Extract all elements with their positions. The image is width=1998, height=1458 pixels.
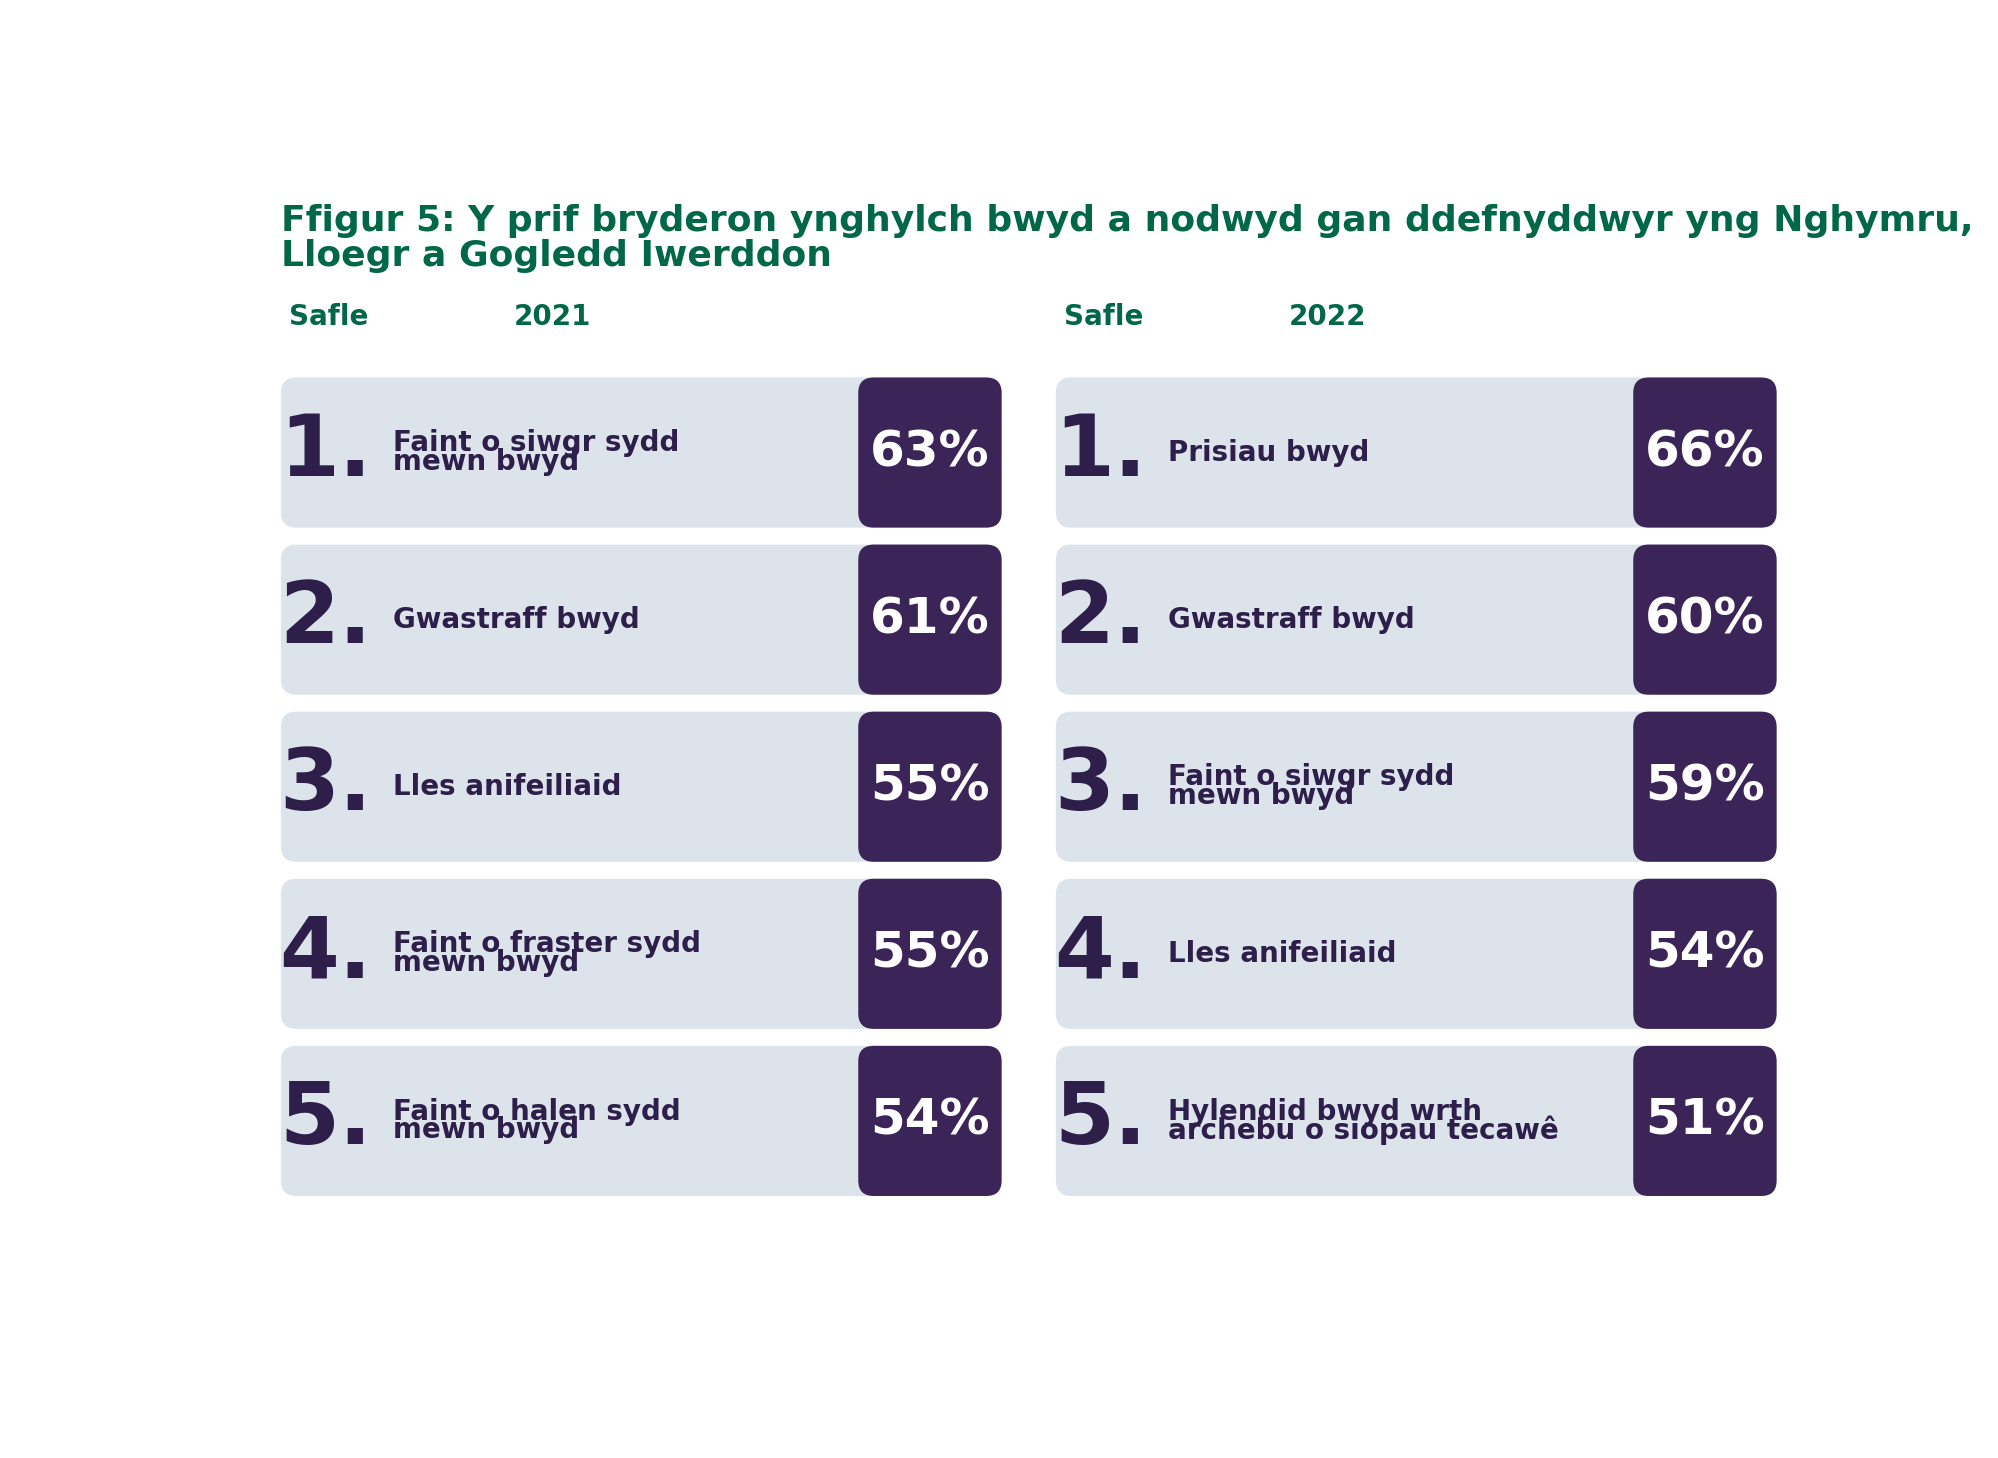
Text: 63%: 63% xyxy=(869,429,989,477)
Text: Gwastraff bwyd: Gwastraff bwyd xyxy=(394,605,639,634)
Text: 2.: 2. xyxy=(280,579,372,660)
Text: 3.: 3. xyxy=(280,745,372,828)
FancyBboxPatch shape xyxy=(857,879,1001,1029)
Text: 5.: 5. xyxy=(280,1079,372,1162)
Text: Safle: Safle xyxy=(1063,303,1143,331)
Text: mewn bwyd: mewn bwyd xyxy=(394,949,579,977)
Text: mewn bwyd: mewn bwyd xyxy=(394,1117,579,1145)
FancyBboxPatch shape xyxy=(1632,1045,1776,1196)
Text: Gwastraff bwyd: Gwastraff bwyd xyxy=(1167,605,1415,634)
Text: Prisiau bwyd: Prisiau bwyd xyxy=(1167,439,1369,467)
Text: 61%: 61% xyxy=(869,596,989,643)
FancyBboxPatch shape xyxy=(1055,712,1776,862)
FancyBboxPatch shape xyxy=(857,712,1001,862)
Text: 2.: 2. xyxy=(1055,579,1147,660)
FancyBboxPatch shape xyxy=(1632,712,1776,862)
FancyBboxPatch shape xyxy=(1055,1045,1776,1196)
Text: 51%: 51% xyxy=(1644,1096,1764,1145)
FancyBboxPatch shape xyxy=(1055,378,1776,528)
Text: 4.: 4. xyxy=(1055,913,1147,996)
Text: Faint o halen sydd: Faint o halen sydd xyxy=(394,1098,681,1126)
Text: 3.: 3. xyxy=(1055,745,1147,828)
Text: 4.: 4. xyxy=(280,913,372,996)
Text: Faint o fraster sydd: Faint o fraster sydd xyxy=(394,930,701,958)
FancyBboxPatch shape xyxy=(1632,378,1776,528)
Text: 60%: 60% xyxy=(1644,596,1764,643)
Text: Ffigur 5: Y prif bryderon ynghylch bwyd a nodwyd gan ddefnyddwyr yng Nghymru,: Ffigur 5: Y prif bryderon ynghylch bwyd … xyxy=(282,204,1972,238)
FancyBboxPatch shape xyxy=(282,544,1001,694)
Text: 66%: 66% xyxy=(1644,429,1764,477)
Text: 54%: 54% xyxy=(1644,930,1764,978)
Text: 55%: 55% xyxy=(869,930,989,978)
FancyBboxPatch shape xyxy=(1055,879,1776,1029)
Text: Lles anifeiliaid: Lles anifeiliaid xyxy=(1167,940,1397,968)
Text: 2021: 2021 xyxy=(513,303,591,331)
FancyBboxPatch shape xyxy=(282,879,1001,1029)
FancyBboxPatch shape xyxy=(282,712,1001,862)
FancyBboxPatch shape xyxy=(282,1045,1001,1196)
FancyBboxPatch shape xyxy=(857,1045,1001,1196)
FancyBboxPatch shape xyxy=(1055,544,1776,694)
Text: 2022: 2022 xyxy=(1289,303,1365,331)
Text: 1.: 1. xyxy=(280,411,372,494)
FancyBboxPatch shape xyxy=(1632,544,1776,694)
Text: 59%: 59% xyxy=(1644,763,1764,811)
Text: Lloegr a Gogledd Iwerddon: Lloegr a Gogledd Iwerddon xyxy=(282,239,831,273)
Text: mewn bwyd: mewn bwyd xyxy=(1167,781,1355,811)
FancyBboxPatch shape xyxy=(282,378,1001,528)
Text: 54%: 54% xyxy=(869,1096,989,1145)
Text: Safle: Safle xyxy=(288,303,368,331)
Text: Faint o siwgr sydd: Faint o siwgr sydd xyxy=(1167,764,1455,792)
Text: mewn bwyd: mewn bwyd xyxy=(394,448,579,475)
Text: 5.: 5. xyxy=(1055,1079,1147,1162)
Text: 1.: 1. xyxy=(1055,411,1147,494)
FancyBboxPatch shape xyxy=(857,378,1001,528)
Text: Faint o siwgr sydd: Faint o siwgr sydd xyxy=(394,429,679,458)
Text: 55%: 55% xyxy=(869,763,989,811)
Text: Hylendid bwyd wrth: Hylendid bwyd wrth xyxy=(1167,1098,1481,1126)
Text: Lles anifeiliaid: Lles anifeiliaid xyxy=(394,773,621,800)
Text: archebu o siopau tecawê: archebu o siopau tecawê xyxy=(1167,1115,1558,1145)
FancyBboxPatch shape xyxy=(1632,879,1776,1029)
FancyBboxPatch shape xyxy=(857,544,1001,694)
